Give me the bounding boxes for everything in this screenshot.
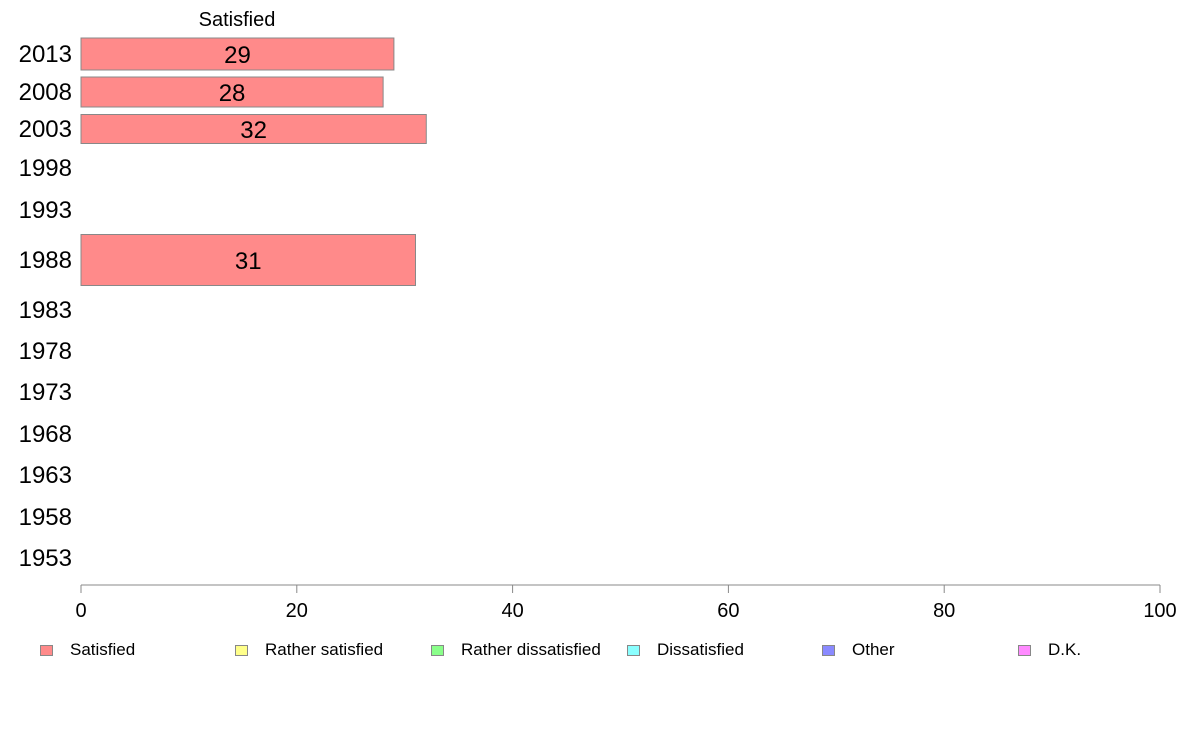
y-tick-label-1983: 1983 [19, 297, 72, 324]
legend-swatch-rather-dissatisfied [431, 644, 444, 656]
y-tick-label-2013: 2013 [19, 41, 72, 68]
y-tick-label-1953: 1953 [19, 545, 72, 572]
legend-swatch-satisfied [40, 644, 53, 656]
legend-swatch-dissatisfied [627, 644, 640, 656]
legend-label-d-k: D.K. [1048, 640, 1082, 659]
x-tick-label-80: 80 [933, 600, 955, 622]
legend-item-satisfied: Satisfied [40, 636, 135, 664]
y-tick-label-1993: 1993 [19, 197, 72, 224]
bar-label-2008: 28 [219, 80, 246, 107]
y-tick-labels: 2013 2008 2003 1998 1993 1988 1983 1978 1973 1968… [19, 41, 72, 572]
column-title: Satisfied [199, 9, 276, 31]
y-tick-label-1988: 1988 [19, 247, 72, 274]
legend-label-rather-dissatisfied: Rather dissatisfied [461, 640, 601, 659]
bar-2013-satisfied [80, 37, 395, 71]
legend: Satisfied Rather satisfied Rather dissatis… [0, 636, 1188, 664]
legend-label-dissatisfied: Dissatisfied [657, 640, 744, 659]
y-tick-label-1978: 1978 [19, 338, 72, 365]
y-tick-label-1998: 1998 [19, 155, 72, 182]
x-tick-label-60: 60 [717, 600, 739, 622]
bars-group: 29 28 32 31 [80, 37, 427, 286]
legend-label-other: Other [852, 640, 895, 659]
legend-item-d-k: D.K. [1018, 636, 1081, 664]
legend-label-rather-satisfied: Rather satisfied [265, 640, 384, 659]
bar-label-2003: 32 [240, 117, 267, 144]
x-axis-ticks: 0 20 40 60 80 100 [75, 585, 1177, 622]
x-tick-label-0: 0 [75, 600, 86, 622]
y-tick-label-1973: 1973 [19, 379, 72, 406]
legend-swatch-d-k [1018, 644, 1031, 656]
bar-label-1988: 31 [235, 248, 262, 275]
legend-item-rather-dissatisfied: Rather dissatisfied [431, 636, 601, 664]
bar-2008-satisfied [80, 76, 384, 108]
legend-item-rather-satisfied: Rather satisfied [235, 636, 383, 664]
x-tick-label-20: 20 [286, 600, 308, 622]
legend-item-other: Other [822, 636, 895, 664]
bar-2003-satisfied [80, 114, 427, 144]
x-tick-label-40: 40 [501, 600, 523, 622]
legend-item-dissatisfied: Dissatisfied [627, 636, 744, 664]
y-tick-label-1963: 1963 [19, 462, 72, 489]
y-tick-label-2008: 2008 [19, 79, 72, 106]
legend-label-satisfied: Satisfied [70, 640, 136, 659]
bar-1988-satisfied [80, 234, 416, 286]
y-tick-label-1968: 1968 [19, 421, 72, 448]
chart: Satisfied 29 28 32 31 2013 2008 2003 1998 1993 1… [19, 9, 1177, 622]
y-tick-label-2003: 2003 [19, 116, 72, 143]
legend-swatch-rather-satisfied [235, 644, 248, 656]
x-tick-label-100: 100 [1143, 600, 1176, 622]
y-tick-label-1958: 1958 [19, 504, 72, 531]
bar-label-2013: 29 [224, 42, 251, 69]
legend-swatch-other [822, 644, 835, 656]
